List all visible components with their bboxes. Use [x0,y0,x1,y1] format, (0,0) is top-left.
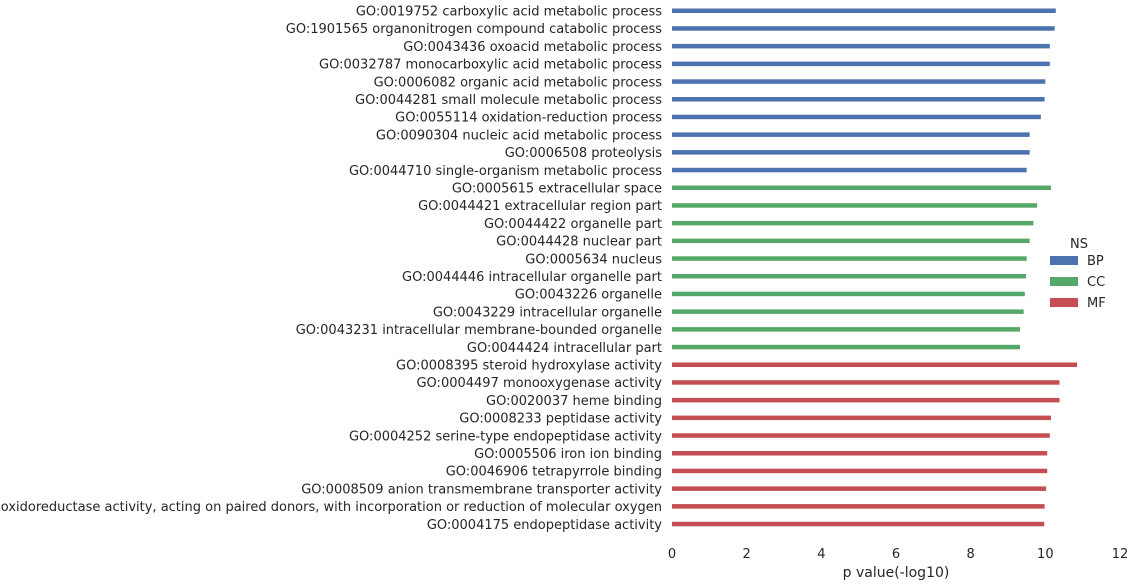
bar-cc [672,344,1020,350]
y-tick-label: GO:0044281 small molecule metabolic proc… [355,93,662,108]
y-tick-label: GO:0016705 oxidoreductase activity, acti… [0,500,662,515]
bar-mf [672,415,1051,421]
legend-label-cc: CC [1087,275,1105,290]
bar-cc [672,309,1024,314]
y-tick-label: GO:0008233 peptidase activity [459,412,662,427]
y-tick-label: GO:0044422 organelle part [484,217,662,232]
bar-mf [672,433,1050,438]
bar-cc [672,274,1026,279]
bar-mf [672,397,1060,403]
bar-bp [672,79,1046,84]
y-tick-label: GO:1901565 organonitrogen compound catab… [286,22,662,37]
bar-cc [672,256,1027,261]
x-tick-label: 4 [817,547,825,562]
legend-swatch-bp [1050,256,1078,265]
bar-mf [672,451,1048,456]
bar-bp [672,61,1050,67]
x-tick-label: 2 [743,547,751,562]
y-tick-label: GO:0044446 intracellular organelle part [402,270,662,285]
y-tick-label: GO:0043231 intracellular membrane-bounde… [296,323,662,338]
y-tick-label: GO:0006508 proteolysis [505,146,662,161]
y-tick-label: GO:0043436 oxoacid metabolic process [403,40,662,55]
x-tick-label: 0 [668,547,676,562]
x-axis-title: p value(-log10) [843,565,950,581]
bar-bp [672,43,1050,49]
x-tick-label: 12 [1112,547,1129,562]
legend-swatch-mf [1050,298,1078,307]
legend-swatch-cc [1050,277,1078,286]
bar-mf [672,362,1078,367]
y-tick-label: GO:0008395 steroid hydroxylase activity [396,359,662,374]
y-tick-label: GO:0005634 nucleus [525,252,662,267]
y-tick-label: GO:0046906 tetrapyrrole binding [446,465,662,480]
x-tick-label: 10 [1037,547,1054,562]
bar-bp [672,150,1030,155]
y-tick-label: GO:0004497 monooxygenase activity [416,376,662,391]
bar-bp [672,167,1027,173]
legend: NS BP CC MF [1050,237,1106,311]
x-tick-labels: 0 2 4 6 8 10 12 [668,547,1128,562]
bar-cc [672,203,1038,208]
bar-mf [672,486,1047,491]
y-tick-label: GO:0008509 anion transmembrane transport… [301,482,662,497]
y-tick-label: GO:0005615 extracellular space [452,182,662,197]
x-tick-label: 6 [892,547,900,562]
bars-group [672,8,1078,527]
y-tick-label: GO:0019752 carboxylic acid metabolic pro… [356,5,662,20]
y-tick-label: GO:0005506 iron ion binding [474,447,662,462]
y-tick-labels: GO:0019752 carboxylic acid metabolic pro… [0,5,662,533]
bar-bp [672,26,1055,31]
y-tick-label: GO:0044421 extracellular region part [418,199,662,214]
y-tick-label: GO:0020037 heme binding [486,394,662,409]
bar-mf [672,521,1045,527]
y-tick-label: GO:0043226 organelle [515,288,662,303]
y-tick-label: GO:0032787 monocarboxylic acid metabolic… [319,58,662,73]
x-tick-label: 8 [967,547,975,562]
bar-bp [672,132,1030,137]
y-tick-label: GO:0090304 nucleic acid metabolic proces… [376,128,662,143]
y-tick-label: GO:0004175 endopeptidase activity [427,518,662,533]
y-tick-label: GO:0044424 intracellular part [467,341,662,356]
bar-mf [672,468,1048,474]
y-tick-label: GO:0055114 oxidation-reduction process [395,111,662,126]
legend-title: NS [1070,237,1088,252]
y-tick-label: GO:0044428 nuclear part [496,235,662,250]
legend-label-bp: BP [1087,254,1104,269]
bar-bp [672,114,1041,120]
bar-bp [672,8,1056,13]
y-tick-label: GO:0004252 serine-type endopeptidase act… [349,429,662,444]
y-tick-label: GO:0044710 single-organism metabolic pro… [349,164,662,179]
bar-cc [672,220,1034,226]
y-tick-label: GO:0006082 organic acid metabolic proces… [374,75,663,90]
bar-bp [672,97,1045,102]
legend-label-mf: MF [1087,296,1106,311]
bar-cc [672,291,1025,297]
bar-cc [672,327,1020,332]
bar-mf [672,504,1045,509]
y-tick-label: GO:0043229 intracellular organelle [433,305,662,320]
bar-cc [672,238,1030,244]
bar-cc [672,185,1051,190]
bar-mf [672,380,1060,385]
